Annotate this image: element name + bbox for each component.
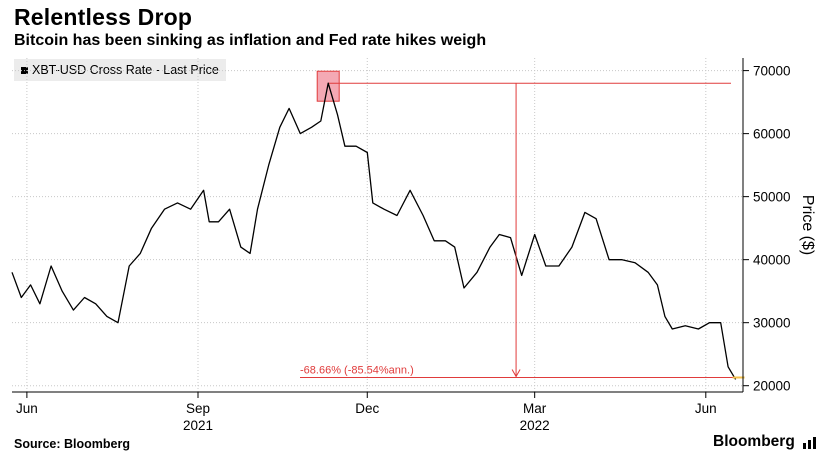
last-price-marker	[732, 376, 745, 379]
y-axis-label: Price ($)	[799, 195, 816, 255]
y-tick-label: 20000	[753, 379, 791, 394]
y-tick-label: 30000	[753, 316, 791, 331]
gridlines	[12, 58, 743, 392]
decline-arrowhead	[511, 369, 521, 378]
x-tick-label: Jun	[695, 401, 717, 416]
annotation-layer	[300, 70, 743, 379]
annotation-markers	[511, 83, 745, 379]
legend: XBT-USD Cross Rate - Last Price	[14, 59, 226, 81]
legend-label: XBT-USD Cross Rate - Last Price	[32, 63, 219, 77]
y-tick-label: 50000	[753, 190, 791, 205]
chart-title: Relentless Drop	[14, 4, 193, 30]
y-tick-label: 70000	[753, 64, 791, 79]
x-year-label: 2022	[520, 418, 550, 433]
x-tick-label: Dec	[355, 401, 379, 416]
y-tick-labels: 20000 30000 40000 50000 60000 70000	[743, 64, 791, 394]
price-line	[11, 82, 737, 380]
chart-subtitle: Bitcoin has been sinking as inflation an…	[14, 32, 487, 49]
x-year-label: 2021	[183, 418, 213, 433]
source-note: Source: Bloomberg	[14, 437, 130, 451]
y-tick-label: 60000	[753, 127, 791, 142]
decline-annotation-label: -68.66% (-85.54%ann.)	[300, 365, 414, 377]
bloomberg-chart-icon	[803, 437, 816, 449]
x-tick-label: Jun	[16, 401, 38, 416]
x-tick-labels: Jun Sep 2021 Dec Mar 2022 Jun	[16, 392, 717, 433]
brand-name: Bloomberg	[713, 433, 795, 450]
y-tick-label: 40000	[753, 253, 791, 268]
x-tick-label: Sep	[186, 401, 210, 416]
x-tick-label: Mar	[523, 401, 547, 416]
